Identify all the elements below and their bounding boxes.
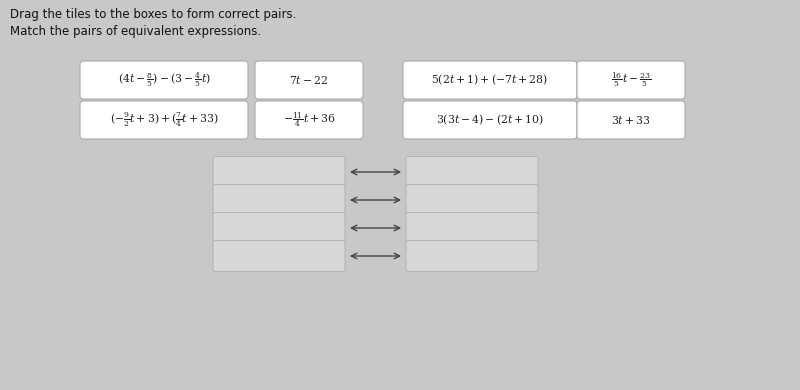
FancyBboxPatch shape (577, 101, 685, 139)
FancyBboxPatch shape (80, 61, 248, 99)
FancyBboxPatch shape (577, 61, 685, 99)
Text: Match the pairs of equivalent expressions.: Match the pairs of equivalent expression… (10, 25, 261, 38)
FancyBboxPatch shape (406, 156, 538, 188)
Text: $5(2t+1)+(-7t+28)$: $5(2t+1)+(-7t+28)$ (431, 73, 549, 87)
FancyBboxPatch shape (213, 213, 345, 243)
FancyBboxPatch shape (213, 156, 345, 188)
Text: $\frac{16}{5}t-\frac{23}{5}$: $\frac{16}{5}t-\frac{23}{5}$ (611, 70, 651, 90)
FancyBboxPatch shape (406, 184, 538, 216)
FancyBboxPatch shape (255, 101, 363, 139)
FancyBboxPatch shape (403, 101, 577, 139)
FancyBboxPatch shape (403, 61, 577, 99)
Text: $3(3t-4)-(2t+10)$: $3(3t-4)-(2t+10)$ (436, 113, 544, 127)
FancyBboxPatch shape (213, 184, 345, 216)
FancyBboxPatch shape (406, 213, 538, 243)
FancyBboxPatch shape (213, 241, 345, 271)
FancyBboxPatch shape (80, 101, 248, 139)
Text: $(-\frac{9}{2}t+3)+(\frac{7}{4}t+33)$: $(-\frac{9}{2}t+3)+(\frac{7}{4}t+33)$ (110, 111, 218, 129)
Text: Drag the tiles to the boxes to form correct pairs.: Drag the tiles to the boxes to form corr… (10, 8, 296, 21)
FancyBboxPatch shape (255, 61, 363, 99)
Text: $7t-22$: $7t-22$ (290, 74, 329, 86)
FancyBboxPatch shape (406, 241, 538, 271)
Text: $(4t-\frac{8}{5})-(3-\frac{4}{5}t)$: $(4t-\frac{8}{5})-(3-\frac{4}{5}t)$ (118, 70, 210, 90)
Text: $3t+33$: $3t+33$ (611, 114, 650, 126)
Text: $-\frac{11}{4}t+36$: $-\frac{11}{4}t+36$ (282, 110, 335, 130)
